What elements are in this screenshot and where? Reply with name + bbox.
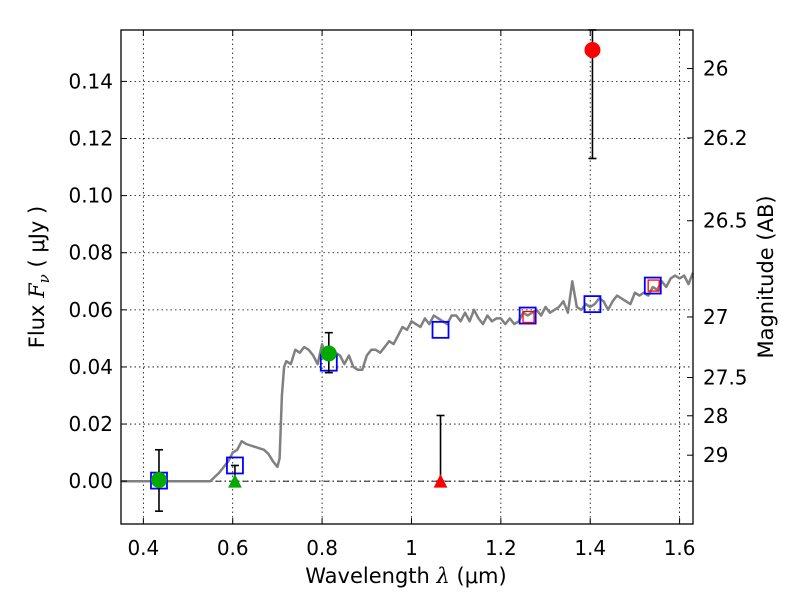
x-tick-label: 0.8 [306, 536, 338, 560]
x-tick-label: 1.6 [664, 536, 696, 560]
red-model-box [647, 279, 660, 292]
x-axis-title: Wavelength λ (μm) [305, 564, 506, 588]
x-axis-title-symbol: λ [436, 564, 450, 588]
y-tick-label: 0.02 [68, 412, 113, 436]
right-tick-label: 28 [703, 404, 728, 428]
model-photometry-box [431, 320, 450, 339]
axes-frame [120, 29, 694, 525]
y-axis-title-subscript: ν [35, 274, 53, 283]
model-photometry-box [643, 276, 662, 295]
y-tick-label: 0.14 [68, 69, 113, 93]
y-tick-label: 0.08 [68, 241, 113, 265]
ticks: 0.4 0.6 0.8 1 1.2 1.4 1.6 0.00 0.02 0.04 0.06 0.08 0… [68, 30, 748, 560]
y-tick-label: 0.10 [68, 184, 113, 208]
x-tick-label: 1.2 [485, 536, 517, 560]
right-tick-label: 26.2 [703, 126, 748, 150]
plot-area [121, 29, 695, 512]
y-axis-title-suffix: ( μJy ) [25, 206, 49, 274]
detection-point [584, 41, 601, 58]
x-tick-label: 0.4 [127, 536, 159, 560]
y-axis-title-symbol: F [25, 282, 49, 299]
upper-limit-triangle [433, 474, 448, 488]
x-tick-label: 0.6 [217, 536, 249, 560]
y-tick-label: 0.04 [68, 355, 113, 379]
right-tick-label: 27.5 [703, 366, 748, 390]
model-photometry-box [583, 295, 602, 314]
grid [121, 30, 693, 524]
y-axis-title: Flux Fν ( μJy ) [25, 206, 53, 348]
model-spectrum-line [121, 272, 695, 483]
right-axis-title: Magnitude (AB) [754, 195, 778, 358]
y-axis-title-prefix: Flux [25, 298, 49, 348]
y-tick-label: 0.06 [68, 298, 113, 322]
y-tick-label: 0.00 [68, 469, 113, 493]
upper-limit-triangle [228, 474, 242, 488]
right-tick-label: 29 [703, 443, 728, 467]
x-axis-title-prefix: Wavelength [305, 564, 436, 588]
model-photometry-box [518, 306, 537, 325]
detection-point [150, 472, 167, 489]
x-tick-label: 1.4 [574, 536, 606, 560]
x-tick-label: 1 [405, 536, 418, 560]
red-model-box [522, 310, 535, 324]
x-axis-title-suffix: (μm) [450, 564, 507, 588]
y-tick-label: 0.12 [68, 127, 113, 151]
detection-point [320, 345, 337, 362]
right-tick-label: 26 [703, 57, 728, 81]
right-tick-label: 27 [703, 305, 728, 329]
right-tick-label: 26.5 [703, 209, 748, 233]
